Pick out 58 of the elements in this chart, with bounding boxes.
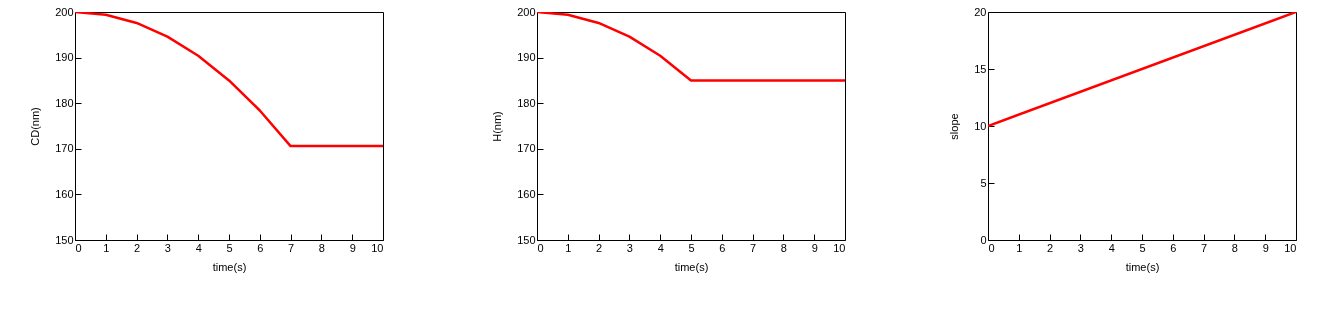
y-tick-label: 200 [55,5,74,18]
x-tick-label: 7 [288,241,295,254]
x-tick-label: 6 [719,241,726,254]
x-tick-label: 3 [626,241,633,254]
x-tick-label: 6 [1170,241,1177,254]
x-tick-label: 7 [750,241,757,254]
y-tick-label: 160 [517,187,536,200]
y-axis-title: slope [948,113,961,140]
x-tick-label: 3 [1077,241,1084,254]
y-axis-title: H(nm) [491,111,504,142]
x-tick-label: 5 [688,241,695,254]
y-tick-label: 20 [974,5,987,18]
x-tick-label: 2 [596,241,603,254]
x-tick-label: 0 [537,241,544,254]
x-tick-label: 10 [371,241,384,254]
y-tick-label: 190 [517,51,536,64]
y-tick-label: 150 [55,233,74,246]
x-tick-label: 8 [1231,241,1238,254]
x-tick-label: 4 [1108,241,1115,254]
y-tick-label: 5 [980,176,987,189]
y-tick-label: 190 [55,51,74,64]
x-tick-label: 1 [103,241,110,254]
x-tick-label: 3 [164,241,171,254]
x-tick-label: 0 [988,241,995,254]
y-tick-label: 0 [980,233,987,246]
y-axis-title: CD(nm) [29,107,42,146]
x-tick-label: 7 [1201,241,1208,254]
y-tick-label: 10 [974,119,987,132]
x-tick-label: 10 [833,241,846,254]
x-tick-label: 8 [780,241,787,254]
y-tick-label: 170 [55,142,74,155]
y-tick-label: 160 [55,187,74,200]
x-axis-title: time(s) [674,260,709,273]
line-series [537,12,845,82]
x-tick-label: 5 [226,241,233,254]
x-tick-label: 9 [1262,241,1269,254]
y-tick-label: 170 [517,142,536,155]
x-tick-label: 1 [565,241,572,254]
x-tick-label: 9 [349,241,356,254]
x-tick-label: 10 [1284,241,1297,254]
x-tick-label: 0 [75,241,82,254]
y-tick-label: 15 [974,62,987,75]
x-axis-title: time(s) [1125,260,1160,273]
y-tick-label: 180 [517,96,536,109]
y-tick-label: 150 [517,233,536,246]
x-tick-label: 1 [1016,241,1023,254]
x-axis-title: time(s) [212,260,247,273]
x-tick-label: 4 [195,241,202,254]
x-tick-label: 2 [134,241,141,254]
x-tick-label: 5 [1139,241,1146,254]
line-series [75,12,383,148]
x-tick-label: 4 [657,241,664,254]
y-tick-label: 180 [55,96,74,109]
x-tick-label: 2 [1047,241,1054,254]
x-tick-label: 6 [257,241,264,254]
x-tick-label: 9 [811,241,818,254]
y-tick-label: 200 [517,5,536,18]
x-tick-label: 8 [318,241,325,254]
